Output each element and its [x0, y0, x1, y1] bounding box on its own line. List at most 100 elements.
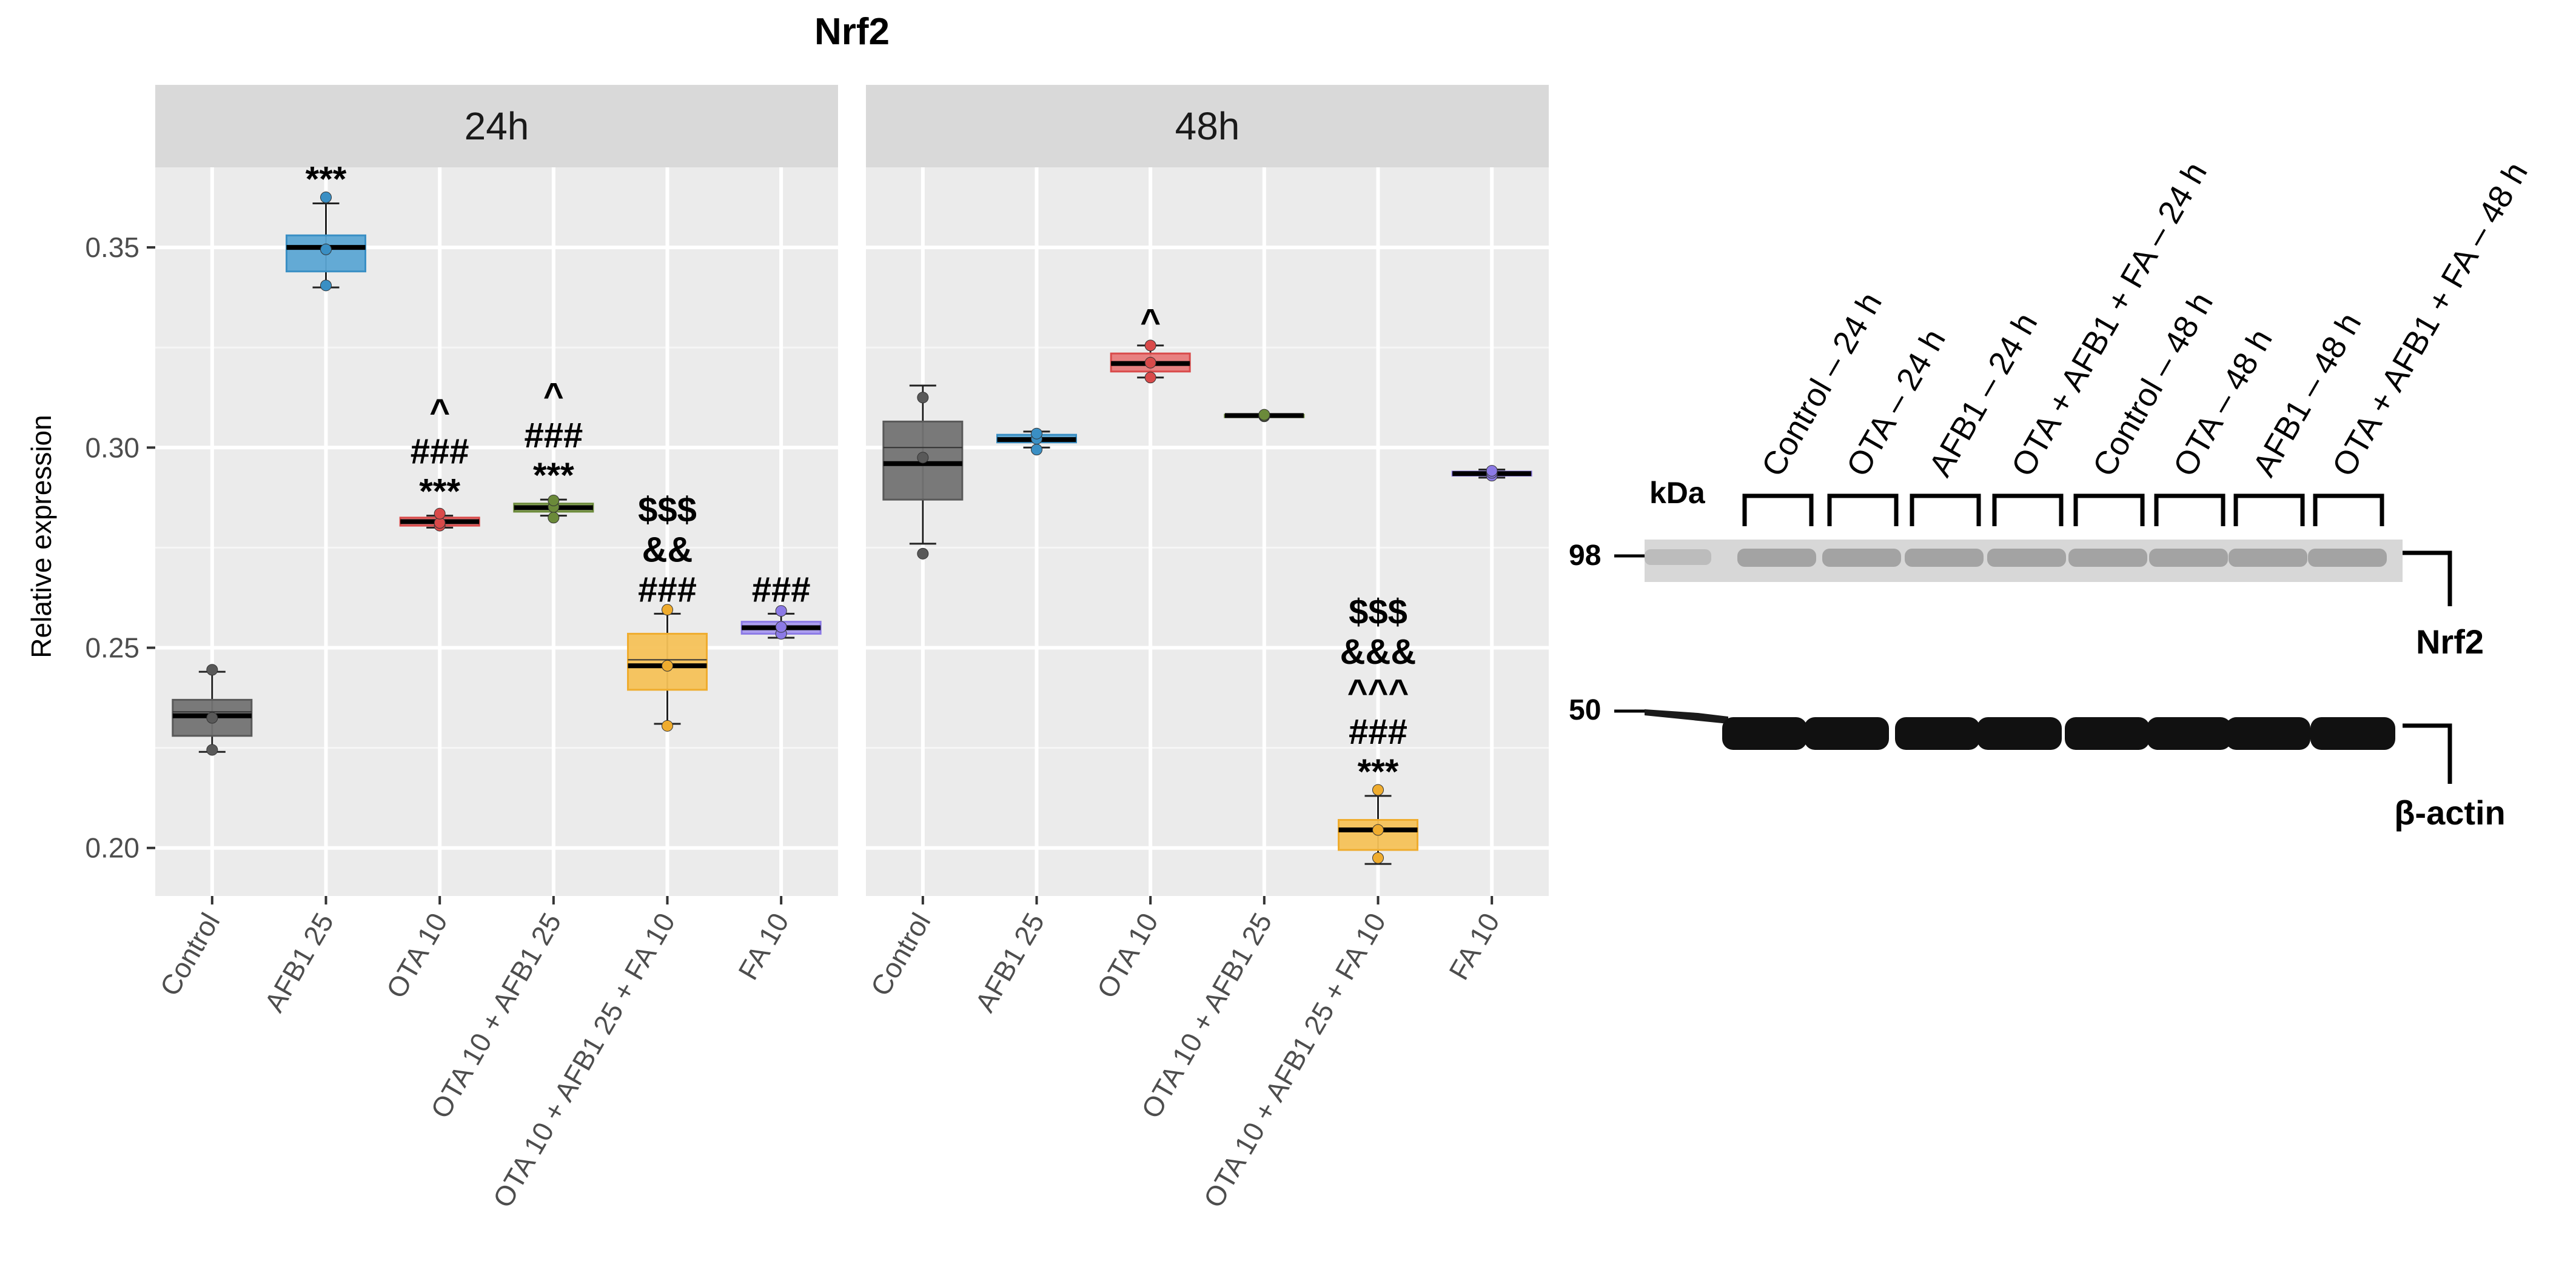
actin-band	[2225, 717, 2310, 750]
data-point	[1486, 465, 1498, 477]
significance-label: $$$	[1349, 592, 1407, 632]
nrf2-band	[1645, 549, 1711, 565]
actin-band	[2147, 717, 2232, 750]
panel-background	[866, 167, 1549, 896]
x-tick-label: Control	[864, 908, 936, 1001]
chart-title: Nrf2	[814, 11, 890, 53]
nrf2-band	[1822, 549, 1901, 567]
data-point	[1372, 824, 1384, 836]
actin-band	[2310, 717, 2395, 750]
data-point	[548, 512, 560, 524]
significance-label: ###	[524, 416, 583, 455]
significance-label: ***	[1358, 752, 1399, 792]
lane-bracket	[2313, 493, 2384, 526]
lane-bracket	[2154, 493, 2225, 526]
significance-label: &&	[642, 530, 693, 569]
x-tick-label: OTA 10 + AFB1 25	[424, 908, 568, 1123]
actin-band-bracket	[2403, 723, 2452, 784]
y-tick-label: 0.35	[85, 232, 139, 263]
x-tick-label: OTA 10	[380, 908, 454, 1003]
data-point	[320, 243, 332, 255]
actin-band	[2065, 717, 2150, 750]
actin-band	[1804, 717, 1889, 750]
data-point	[1144, 372, 1156, 384]
significance-label: ***	[533, 456, 574, 495]
data-point	[1258, 409, 1270, 421]
significance-label: ^	[429, 392, 450, 432]
marker-label-50: 50	[1569, 694, 1601, 726]
lane-bracket	[2073, 493, 2145, 526]
y-tick-label: 0.20	[85, 832, 139, 864]
data-point	[662, 720, 673, 732]
panel-strip	[866, 85, 1549, 167]
significance-label: ###	[752, 570, 811, 609]
y-tick-label: 0.30	[85, 432, 139, 463]
x-tick-label: AFB1 25	[258, 908, 340, 1017]
lane-bracket	[2233, 493, 2305, 526]
data-point	[206, 664, 218, 676]
x-tick-label: AFB1 25	[969, 908, 1051, 1017]
significance-label: ###	[411, 432, 469, 472]
significance-label: ***	[306, 159, 347, 199]
data-point	[206, 712, 218, 724]
nrf2-band-label: Nrf2	[2416, 623, 2484, 661]
lane-bracket	[1827, 493, 1899, 526]
nrf2-band	[1987, 549, 2066, 567]
nrf2-band	[1905, 549, 1984, 567]
data-point	[662, 660, 673, 672]
significance-label: ^^^	[1347, 672, 1409, 712]
nrf2-band	[2068, 549, 2147, 567]
significance-label: ###	[638, 570, 697, 609]
blot-unit-label: kDa	[1649, 476, 1706, 510]
significance-label: &&&	[1340, 632, 1417, 672]
data-point	[775, 605, 787, 617]
data-point	[1372, 852, 1384, 864]
x-tick-label: FA 10	[732, 908, 795, 985]
marker-label-98: 98	[1569, 540, 1601, 572]
data-point	[917, 392, 929, 404]
nrf2-band	[2229, 549, 2307, 567]
actin-smear	[1645, 709, 1728, 724]
lane-bracket	[1992, 493, 2064, 526]
data-point	[434, 507, 446, 520]
data-point	[1031, 444, 1042, 456]
actin-band-label: β-actin	[2394, 794, 2506, 832]
significance-label: $$$	[638, 490, 697, 529]
nrf2-band	[1737, 549, 1816, 567]
data-point	[662, 604, 673, 616]
panel-strip	[155, 85, 838, 167]
x-tick-label: OTA 10 + AFB1 25	[1135, 908, 1278, 1123]
data-point	[320, 279, 332, 292]
data-point	[206, 744, 218, 756]
y-axis: 0.20 0.25 0.30 0.35	[85, 232, 155, 864]
x-tick-label: FA 10	[1443, 908, 1506, 985]
data-point	[320, 192, 332, 204]
significance-label: ^	[1140, 302, 1161, 341]
lane-bracket	[1742, 493, 1814, 526]
data-point	[1144, 339, 1156, 352]
data-point	[1031, 427, 1042, 440]
y-tick-label: 0.25	[85, 632, 139, 664]
significance-label: ***	[419, 472, 460, 512]
actin-band	[1977, 717, 2062, 750]
data-point	[917, 547, 929, 560]
data-point	[1144, 356, 1156, 369]
nrf2-band-bracket	[2403, 550, 2452, 606]
nrf2-band	[2308, 549, 2387, 567]
lane-bracket	[1910, 493, 1981, 526]
panel-strip-label: 24h	[465, 104, 529, 148]
panel-strip-label: 48h	[1175, 104, 1240, 148]
data-point	[775, 621, 787, 633]
actin-band	[1895, 717, 1980, 750]
actin-band	[1722, 717, 1807, 750]
y-axis-title: Relative expression	[25, 415, 57, 658]
panel-background	[155, 167, 838, 896]
x-tick-label: Control	[153, 908, 226, 1001]
data-point	[1372, 784, 1384, 796]
data-point	[917, 452, 929, 464]
